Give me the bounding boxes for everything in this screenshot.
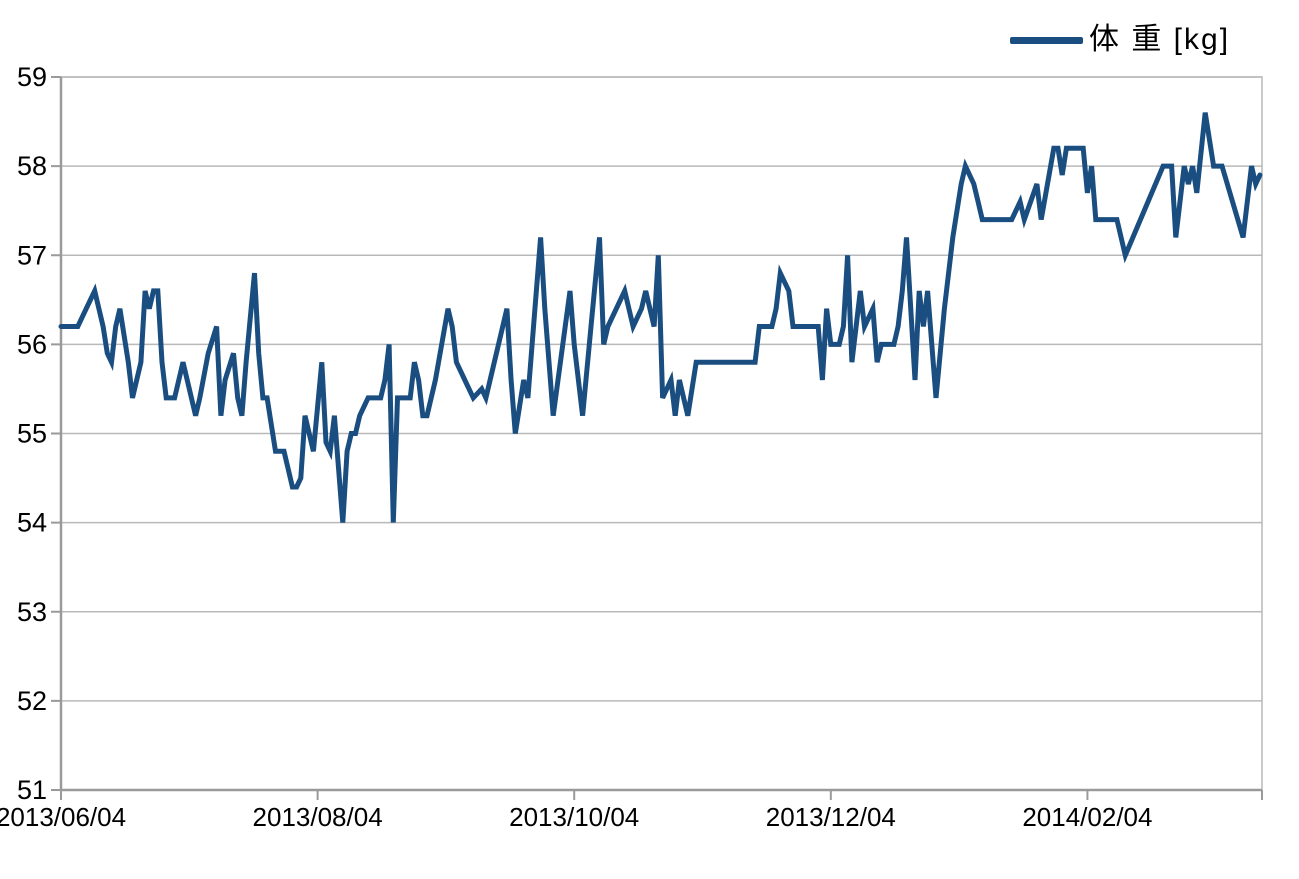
y-axis-label: 58 <box>17 151 47 181</box>
x-axis-label: 2014/02/04 <box>1022 802 1152 832</box>
x-axis-label: 2013/10/04 <box>509 802 639 832</box>
weight-series-line <box>58 112 1263 523</box>
x-axis-label: 2013/06/04 <box>0 802 126 832</box>
y-axis-label: 59 <box>17 62 47 92</box>
y-axis-label: 54 <box>17 508 47 538</box>
y-axis-label: 53 <box>17 597 47 627</box>
legend-line-sample <box>1010 36 1083 44</box>
y-axis-label: 52 <box>17 686 47 716</box>
x-axis-label: 2013/12/04 <box>766 802 896 832</box>
legend-series-label: 体 重 [kg] <box>1089 23 1231 56</box>
y-axis-label: 55 <box>17 419 47 449</box>
x-axis-label: 2013/08/04 <box>253 802 383 832</box>
y-axis-label: 51 <box>17 775 47 805</box>
y-axis-label: 57 <box>17 240 47 270</box>
legend: 体 重 [kg] <box>1010 18 1230 62</box>
y-axis-label: 56 <box>17 329 47 359</box>
